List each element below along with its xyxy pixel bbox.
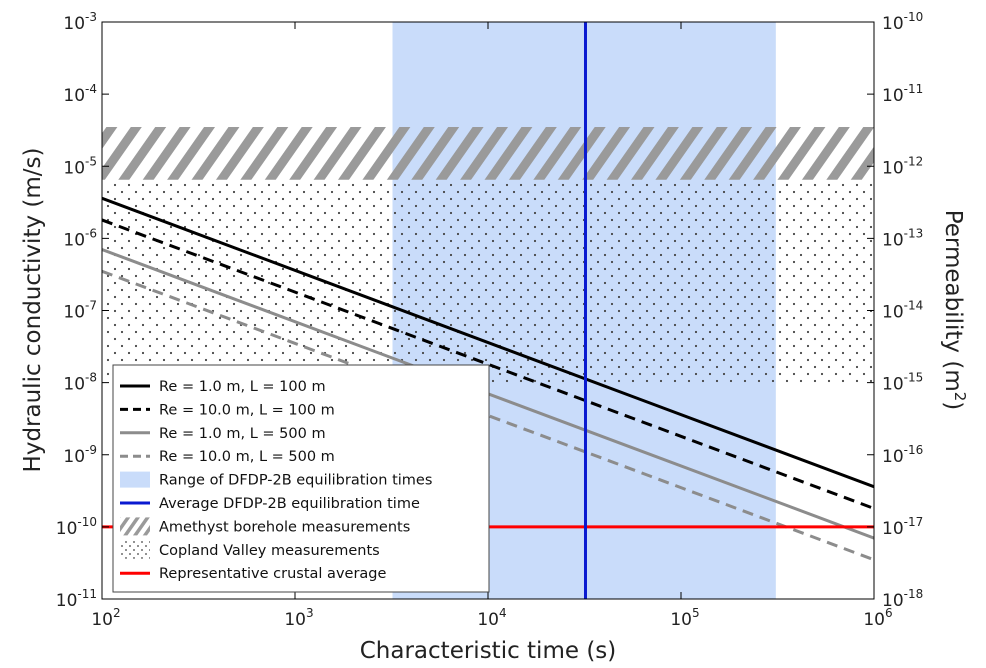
legend-label: Re = 1.0 m, L = 500 m (159, 426, 326, 442)
hatched-band (102, 127, 874, 180)
y-tick-label: 10-5 (63, 154, 97, 178)
y2-tick-label: 10-12 (882, 154, 923, 178)
legend-swatch (120, 471, 150, 488)
legend-label: Representative crustal average (159, 566, 386, 582)
x-tick-label: 104 (477, 606, 506, 630)
y-tick-label: 10-10 (56, 515, 97, 539)
legend-label: Re = 1.0 m, L = 100 m (159, 379, 326, 395)
legend-swatch (120, 517, 150, 536)
x-tick-label: 102 (91, 606, 120, 630)
legend: Re = 1.0 m, L = 100 m Re = 10.0 m, L = 10… (112, 364, 490, 593)
dotted-band (102, 179, 874, 383)
y-tick-label: 10-8 (63, 371, 97, 395)
y-tick-label: 10-6 (63, 226, 97, 250)
x-axis-title: Characteristic time (s) (360, 638, 617, 664)
y2-tick-label: 10-14 (882, 299, 923, 323)
y2-tick-label: 10-18 (882, 587, 923, 611)
legend-label: Average DFDP-2B equilibration time (159, 496, 420, 512)
legend-swatch (120, 540, 150, 559)
series-line-2 (102, 218, 874, 510)
y-tick-label: 10-7 (63, 299, 97, 323)
y2-tick-label: 10-11 (882, 82, 923, 106)
y2-tick-label: 10-17 (882, 515, 923, 539)
legend-label: Re = 10.0 m, L = 500 m (159, 449, 335, 465)
legend-label: Range of DFDP-2B equilibration times (159, 473, 432, 489)
series-line-4 (102, 269, 874, 562)
y-axis-title: Hydraulic conductivity (m/s) (20, 148, 46, 473)
series-line-1 (102, 196, 874, 489)
y2-tick-label: 10-15 (882, 371, 923, 395)
y2-axis-title-sup: 2 (951, 392, 969, 402)
y2-tick-label: 10-10 (882, 10, 923, 34)
x-tick-label: 105 (670, 606, 699, 630)
legend-box (112, 364, 490, 593)
y2-tick-label: 10-13 (882, 226, 923, 250)
x-tick-label: 106 (863, 606, 892, 630)
y-tick-label: 10-9 (63, 443, 97, 467)
y2-axis-title: Permeability (m2) (940, 210, 969, 411)
legend-label: Amethyst borehole measurements (159, 519, 410, 535)
y2-axis-title-main: Permeability (m (940, 210, 966, 392)
y-tick-label: 10-11 (56, 587, 97, 611)
y2-tick-label: 10-16 (882, 443, 923, 467)
legend-label: Copland Valley measurements (159, 543, 380, 559)
y-tick-label: 10-3 (63, 10, 97, 34)
y-tick-label: 10-4 (63, 82, 97, 106)
y2-axis-title-close: ) (940, 401, 966, 410)
legend-label: Re = 10.0 m, L = 100 m (159, 402, 335, 418)
x-tick-label: 103 (284, 606, 313, 630)
